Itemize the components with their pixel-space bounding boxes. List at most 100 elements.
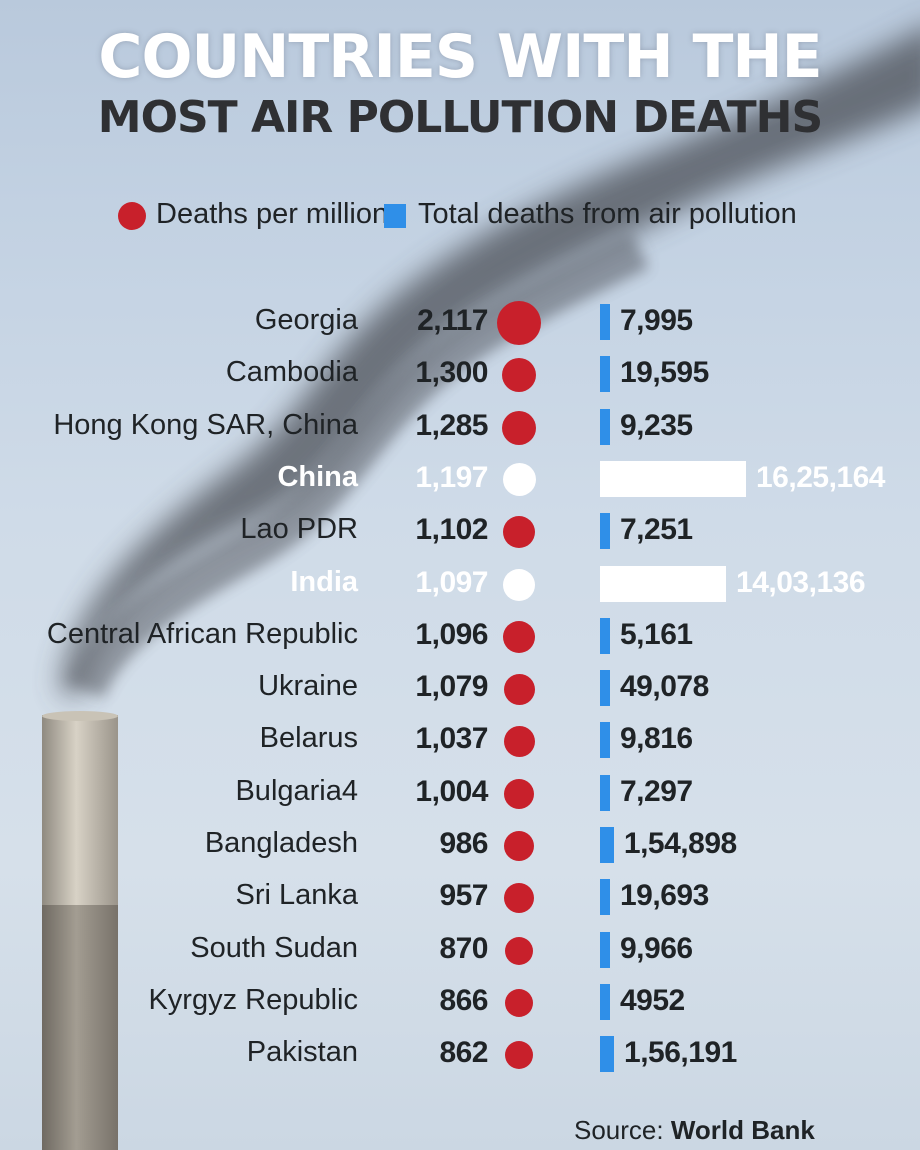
rate-circle-mark	[505, 988, 533, 1017]
total-bar-mark	[600, 670, 610, 707]
total-bar-mark	[600, 1036, 614, 1073]
rate-value-label: 957	[439, 879, 488, 913]
source-label: Source:	[574, 1115, 664, 1145]
country-label: India	[290, 565, 358, 598]
rate-value-label: 1,079	[415, 670, 488, 704]
total-bar-mark	[600, 460, 746, 497]
total-value-label: 1,54,898	[623, 827, 737, 860]
rate-value-label: 1,037	[415, 722, 488, 756]
total-value-label: 7,995	[620, 304, 693, 337]
rate-circle-mark	[497, 301, 541, 345]
table-row: Belarus 1,037 9,816	[0, 716, 920, 766]
rate-circle-mark	[505, 936, 533, 965]
country-label: Georgia	[254, 304, 358, 336]
rate-circle-mark	[503, 516, 535, 549]
source-note: Source: World Bank	[574, 1115, 815, 1146]
table-row: South Sudan 870 9,966	[0, 926, 920, 976]
rate-value-label: 1,102	[415, 513, 488, 547]
table-row: Cambodia 1,300 19,595	[0, 350, 920, 400]
total-value-label: 7,297	[620, 774, 693, 808]
total-bar-mark	[600, 565, 727, 602]
rate-value-label: 862	[439, 1036, 488, 1070]
country-label: South Sudan	[190, 931, 358, 964]
rate-value-label: 1,004	[415, 774, 488, 808]
rate-circle-mark	[503, 568, 535, 601]
table-row: India 1,097 14,03,136	[0, 560, 920, 610]
total-bar-mark	[600, 356, 610, 393]
total-value-label: 14,03,136	[736, 565, 866, 599]
country-label: Hong Kong SAR, China	[53, 408, 358, 441]
table-row: Pakistan 862 1,56,191	[0, 1030, 920, 1080]
chart-subtitle: MOST AIR POLLUTION DEATHS	[97, 92, 823, 143]
rate-value-label: 866	[439, 983, 488, 1017]
country-label: China	[277, 460, 358, 493]
legend-circle-marker	[118, 202, 146, 230]
total-value-label: 9,966	[620, 931, 693, 965]
rate-value-label: 870	[439, 931, 488, 965]
total-bar-mark	[600, 513, 610, 550]
rate-value-label: 986	[439, 827, 488, 860]
country-label: Sri Lanka	[235, 879, 358, 912]
total-bar-mark	[600, 879, 610, 916]
table-row: Bangladesh 986 1,54,898	[0, 821, 920, 871]
rate-value-label: 1,096	[415, 617, 488, 651]
rate-circle-mark	[503, 673, 535, 705]
total-bar-mark	[600, 931, 610, 968]
rate-circle-mark	[503, 620, 535, 653]
total-bar-mark	[600, 983, 610, 1020]
rate-circle-mark	[502, 358, 536, 393]
table-row: China 1,197 16,25,164	[0, 455, 920, 505]
total-bar-mark	[600, 408, 610, 445]
rate-circle-mark	[502, 410, 536, 445]
country-label: Kyrgyz Republic	[148, 983, 358, 1016]
table-row: Lao PDR 1,102 7,251	[0, 507, 920, 557]
total-bar-mark	[600, 827, 614, 863]
rate-circle-mark	[502, 463, 536, 497]
country-label: Belarus	[259, 722, 358, 755]
total-value-label: 9,235	[620, 408, 693, 442]
source-name: World Bank	[670, 1115, 815, 1145]
country-label: Central African Republic	[46, 617, 358, 650]
total-value-label: 16,25,164	[756, 460, 885, 494]
table-row: Bulgaria4 1,004 7,297	[0, 769, 920, 819]
rate-value-label: 1,197	[415, 460, 488, 494]
total-value-label: 9,816	[620, 722, 693, 756]
legend-label-rate: Deaths per million	[156, 198, 389, 230]
total-bar-mark	[600, 774, 610, 811]
total-value-label: 7,251	[620, 513, 693, 547]
rate-circle-mark	[504, 831, 534, 861]
table-row: Hong Kong SAR, China 1,285 9,235	[0, 403, 920, 453]
total-bar-mark	[600, 722, 610, 759]
table-row: Kyrgyz Republic 866 4952	[0, 978, 920, 1028]
table-row: Sri Lanka 957 19,693	[0, 873, 920, 923]
total-value-label: 5,161	[620, 617, 693, 651]
rate-circle-mark	[503, 725, 535, 757]
rate-value-label: 1,097	[415, 565, 488, 599]
rate-value-label: 1,285	[415, 408, 488, 442]
rate-circle-mark	[504, 883, 534, 914]
table-row: Ukraine 1,079 49,078	[0, 664, 920, 714]
country-label: Pakistan	[246, 1036, 358, 1069]
rate-circle-mark	[505, 1041, 533, 1070]
legend: Deaths per million Total deaths from air…	[0, 196, 920, 236]
country-label: Lao PDR	[240, 513, 358, 546]
table-row: Georgia 2,117 7,995	[0, 298, 920, 348]
country-label: Bulgaria4	[235, 774, 358, 807]
total-bar-mark	[600, 304, 610, 340]
total-value-label: 49,078	[620, 670, 709, 704]
smokestack	[42, 711, 118, 1150]
rate-value-label: 2,117	[417, 304, 488, 337]
country-label: Cambodia	[225, 356, 358, 389]
total-bar-mark	[600, 617, 610, 654]
rate-circle-mark	[504, 778, 534, 809]
legend-square-marker	[384, 204, 406, 228]
table-row: Central African Republic 1,096 5,161	[0, 612, 920, 662]
total-value-label: 4952	[620, 983, 685, 1017]
country-label: Ukraine	[258, 670, 358, 703]
country-label: Bangladesh	[204, 827, 358, 859]
total-value-label: 1,56,191	[624, 1036, 737, 1070]
rate-value-label: 1,300	[415, 356, 488, 390]
total-value-label: 19,595	[620, 356, 709, 390]
chart-title: COUNTRIES WITH THE	[98, 22, 822, 92]
legend-label-total: Total deaths from air pollution	[418, 198, 797, 230]
